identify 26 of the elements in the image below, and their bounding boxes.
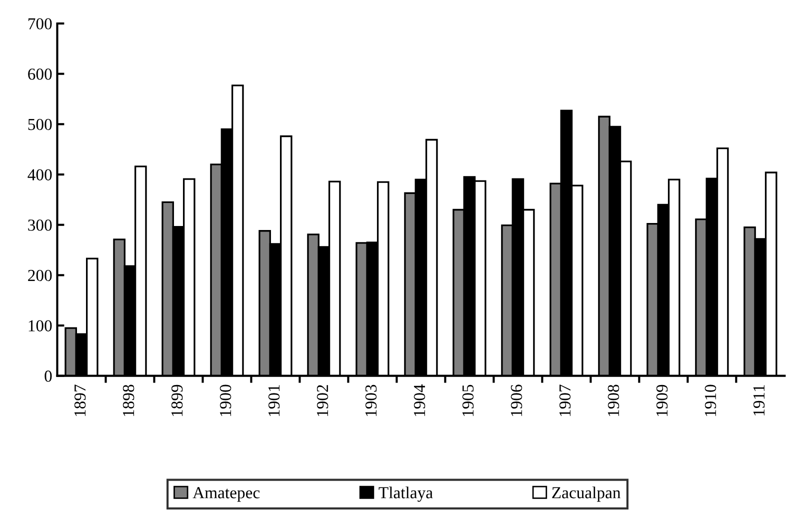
x-tick-label: 1903 [365, 384, 377, 416]
y-tick-label: 200 [28, 270, 52, 282]
x-tick-label: 1897 [74, 384, 86, 416]
x-tick-label: 1905 [462, 384, 474, 416]
y-tick-label: 600 [28, 68, 52, 80]
y-tick-label: 400 [28, 169, 52, 180]
x-tick-label: 1907 [559, 384, 571, 416]
x-tick-label: 1900 [220, 384, 232, 416]
y-tick-label: 0 [44, 370, 52, 382]
x-tick-label: 1910 [704, 384, 716, 416]
x-tick-label: 1899 [171, 384, 183, 416]
x-tick-label: 1909 [656, 384, 668, 416]
x-tick-label: 1908 [608, 384, 620, 416]
x-tick-label: 1902 [316, 385, 328, 416]
y-tick-label: 100 [28, 320, 52, 332]
legend-label: Amatepec [192, 487, 260, 502]
x-tick-label: 1898 [122, 384, 134, 416]
legend-label: Zacualpan [552, 486, 621, 502]
x-tick-label: 1911 [753, 385, 765, 416]
x-tick-label: 1904 [414, 384, 426, 416]
y-tick-label: 300 [28, 220, 52, 231]
legend-label: Tlatlaya [378, 486, 433, 502]
x-tick-label: 1906 [510, 384, 522, 416]
y-tick-label: 700 [28, 18, 52, 30]
x-tick-label: 1901 [268, 385, 280, 416]
y-tick-label: 500 [28, 118, 52, 130]
